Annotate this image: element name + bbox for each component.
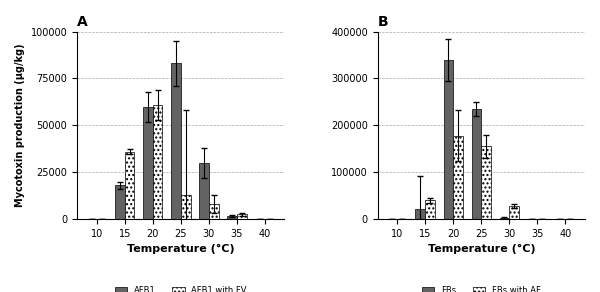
Bar	[209, 204, 218, 219]
Bar	[171, 63, 181, 219]
Bar	[481, 146, 491, 219]
X-axis label: Temperature (°C): Temperature (°C)	[428, 244, 535, 254]
Bar	[115, 185, 125, 219]
Bar	[227, 216, 237, 219]
Text: A: A	[77, 15, 88, 29]
Legend: AFB1, AFB1 with FV: AFB1, AFB1 with FV	[111, 283, 250, 292]
Bar	[415, 209, 425, 219]
Bar	[181, 195, 191, 219]
Y-axis label: Mycotoxin production (μg/kg): Mycotoxin production (μg/kg)	[15, 44, 25, 207]
Bar	[454, 135, 463, 219]
Text: B: B	[377, 15, 388, 29]
Bar	[443, 60, 454, 219]
Bar	[152, 105, 163, 219]
Bar	[425, 200, 435, 219]
Bar	[472, 109, 481, 219]
Bar	[509, 206, 519, 219]
X-axis label: Temperature (°C): Temperature (°C)	[127, 244, 235, 254]
Bar	[143, 107, 152, 219]
Legend: FBs, FBs with AF: FBs, FBs with AF	[418, 283, 544, 292]
Bar	[237, 214, 247, 219]
Bar	[125, 152, 134, 219]
Bar	[500, 218, 509, 219]
Bar	[199, 163, 209, 219]
